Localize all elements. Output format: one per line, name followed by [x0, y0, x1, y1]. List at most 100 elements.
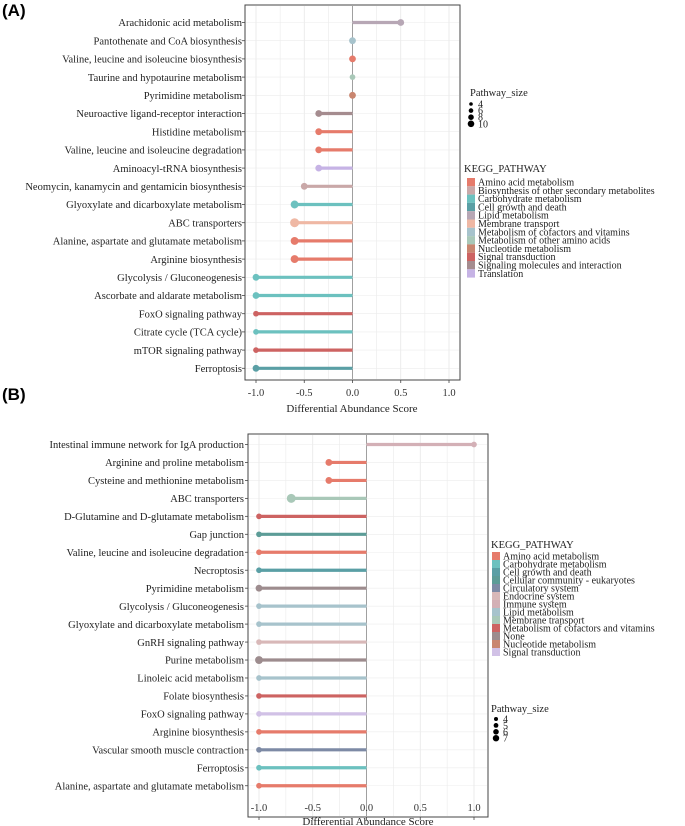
legend-label: Nucleotide metabolism: [503, 640, 596, 651]
pathway-label: Cysteine and methionine metabolism: [88, 476, 244, 487]
pathway-label: Glycolysis / Gluconeogenesis: [117, 273, 242, 284]
pathway-label: Taurine and hypotaurine metabolism: [88, 73, 242, 84]
pathway-label: Linoleic acid metabolism: [137, 674, 244, 685]
pathway-label: Ascorbate and aldarate metabolism: [94, 291, 242, 302]
pathway-label: Valine, leucine and isoleucine degradati…: [66, 548, 244, 559]
pathway-label: Glycolysis / Gluconeogenesis: [119, 602, 244, 613]
lollipop-point: [256, 567, 262, 574]
lollipop-point: [256, 549, 262, 556]
lollipop-point: [253, 329, 259, 335]
x-tick-label: -1.0: [251, 803, 268, 814]
panel-a-marks: [252, 19, 405, 372]
legend-label: Endocrine system: [503, 592, 575, 603]
x-tick-label: 1.0: [467, 803, 480, 814]
size-legend-dot: [493, 723, 499, 728]
pathway-label: Aminoacyl-tRNA biosynthesis: [113, 164, 242, 175]
lollipop-point: [252, 364, 260, 372]
legend-swatch: [492, 568, 500, 576]
legend-swatch: [492, 592, 500, 600]
pathway-label: Arginine biosynthesis: [150, 255, 242, 266]
pathway-label: Ferroptosis: [195, 364, 242, 375]
x-tick-label: -1.0: [248, 388, 265, 399]
lollipop-point: [256, 603, 262, 609]
lollipop-point: [349, 74, 356, 80]
size-legend-label: 4: [503, 715, 508, 726]
lollipop-point: [315, 164, 323, 172]
panel-b-y-labels: Intestinal immune network for IgA produc…: [49, 440, 248, 792]
x-tick-label: -0.5: [296, 388, 313, 399]
pathway-label: ABC transporters: [168, 218, 242, 229]
legend-swatch: [467, 227, 475, 237]
panel-b-size-legend-title: Pathway_size: [491, 704, 549, 715]
lollipop-point: [397, 19, 405, 26]
legend-swatch: [467, 244, 475, 253]
legend-label: Signaling molecules and interaction: [478, 261, 622, 272]
size-legend-dot: [467, 120, 475, 128]
legend-label: Amino acid metabolism: [478, 178, 574, 189]
legend-label: Metabolism of cofactors and vitamins: [478, 227, 630, 238]
lollipop-point: [290, 236, 299, 245]
lollipop-point: [256, 782, 262, 789]
pathway-label: Gap junction: [189, 530, 244, 541]
panel-b-x-axis-title: Differential Abundance Score: [302, 816, 433, 826]
pathway-label: Neomycin, kanamycin and gentamicin biosy…: [25, 182, 242, 193]
legend-swatch: [467, 269, 475, 278]
lollipop-point: [349, 37, 356, 45]
panel-a-color-legend: KEGG_PATHWAY Amino acid metabolismBiosyn…: [464, 164, 655, 280]
legend-swatch: [467, 178, 475, 187]
legend-label: None: [503, 632, 525, 643]
legend-swatch: [492, 632, 500, 640]
legend-swatch: [492, 584, 500, 592]
pathway-label: Alanine, aspartate and glutamate metabol…: [53, 237, 242, 248]
pathway-label: ABC transporters: [170, 494, 244, 505]
lollipop-point: [256, 513, 262, 520]
lollipop-point: [286, 493, 296, 503]
lollipop-point: [300, 182, 308, 190]
lollipop-point: [315, 146, 323, 154]
panel-b-color-legend: KEGG_PATHWAY Amino acid metabolismCarboh…: [491, 540, 655, 659]
size-legend-label: 7: [503, 734, 508, 745]
legend-swatch: [467, 186, 475, 195]
panel-b-x-ticks: -1.0 -0.5 0.0 0.5 1.0: [251, 803, 481, 820]
lollipop-point: [256, 675, 262, 681]
lollipop-point: [255, 584, 263, 592]
lollipop-point: [256, 729, 262, 735]
x-tick-label: -0.5: [304, 803, 321, 814]
legend-swatch: [467, 194, 475, 203]
legend-swatch: [467, 211, 475, 220]
legend-swatch: [467, 202, 475, 212]
legend-swatch: [492, 616, 500, 624]
legend-label: Amino acid metabolism: [503, 552, 599, 563]
legend-label: Cell growth and death: [503, 568, 592, 579]
size-legend-label: 10: [478, 119, 488, 130]
lollipop-point: [325, 459, 333, 466]
legend-label: Biosynthesis of other secondary metaboli…: [478, 186, 655, 197]
lollipop-point: [253, 310, 259, 317]
pathway-label: Arginine and proline metabolism: [105, 458, 244, 469]
size-legend-dot: [468, 114, 474, 120]
legend-swatch: [492, 576, 500, 584]
lollipop-point: [290, 218, 300, 228]
size-legend-label: 8: [478, 113, 483, 124]
lollipop-point: [290, 255, 299, 264]
lollipop-point: [349, 91, 356, 99]
pathway-label: Folate biosynthesis: [163, 692, 244, 703]
size-legend-dot: [468, 108, 474, 113]
lollipop-point: [256, 746, 262, 753]
pathway-label: D-Glutamine and D-glutamate metabolism: [64, 512, 244, 523]
x-tick-label: 0.5: [394, 388, 407, 399]
size-legend-label: 6: [478, 106, 483, 117]
panel-a-x-ticks: -1.0 -0.5 0.0 0.5 1.0: [248, 380, 456, 399]
lollipop-point: [290, 200, 299, 209]
size-legend-dot: [494, 717, 498, 721]
legend-label: Signal transduction: [478, 252, 556, 263]
legend-label: Translation: [478, 269, 523, 280]
pathway-label: Valine, leucine and isoleucine biosynthe…: [62, 55, 242, 66]
lollipop-point: [253, 347, 259, 353]
legend-label: Metabolism of other amino acids: [478, 236, 610, 247]
panel-a-color-legend-title: KEGG_PATHWAY: [464, 164, 547, 175]
pathway-label: Purine metabolism: [165, 656, 244, 667]
lollipop-point: [349, 55, 356, 63]
pathway-label: Arachidonic acid metabolism: [118, 18, 242, 29]
